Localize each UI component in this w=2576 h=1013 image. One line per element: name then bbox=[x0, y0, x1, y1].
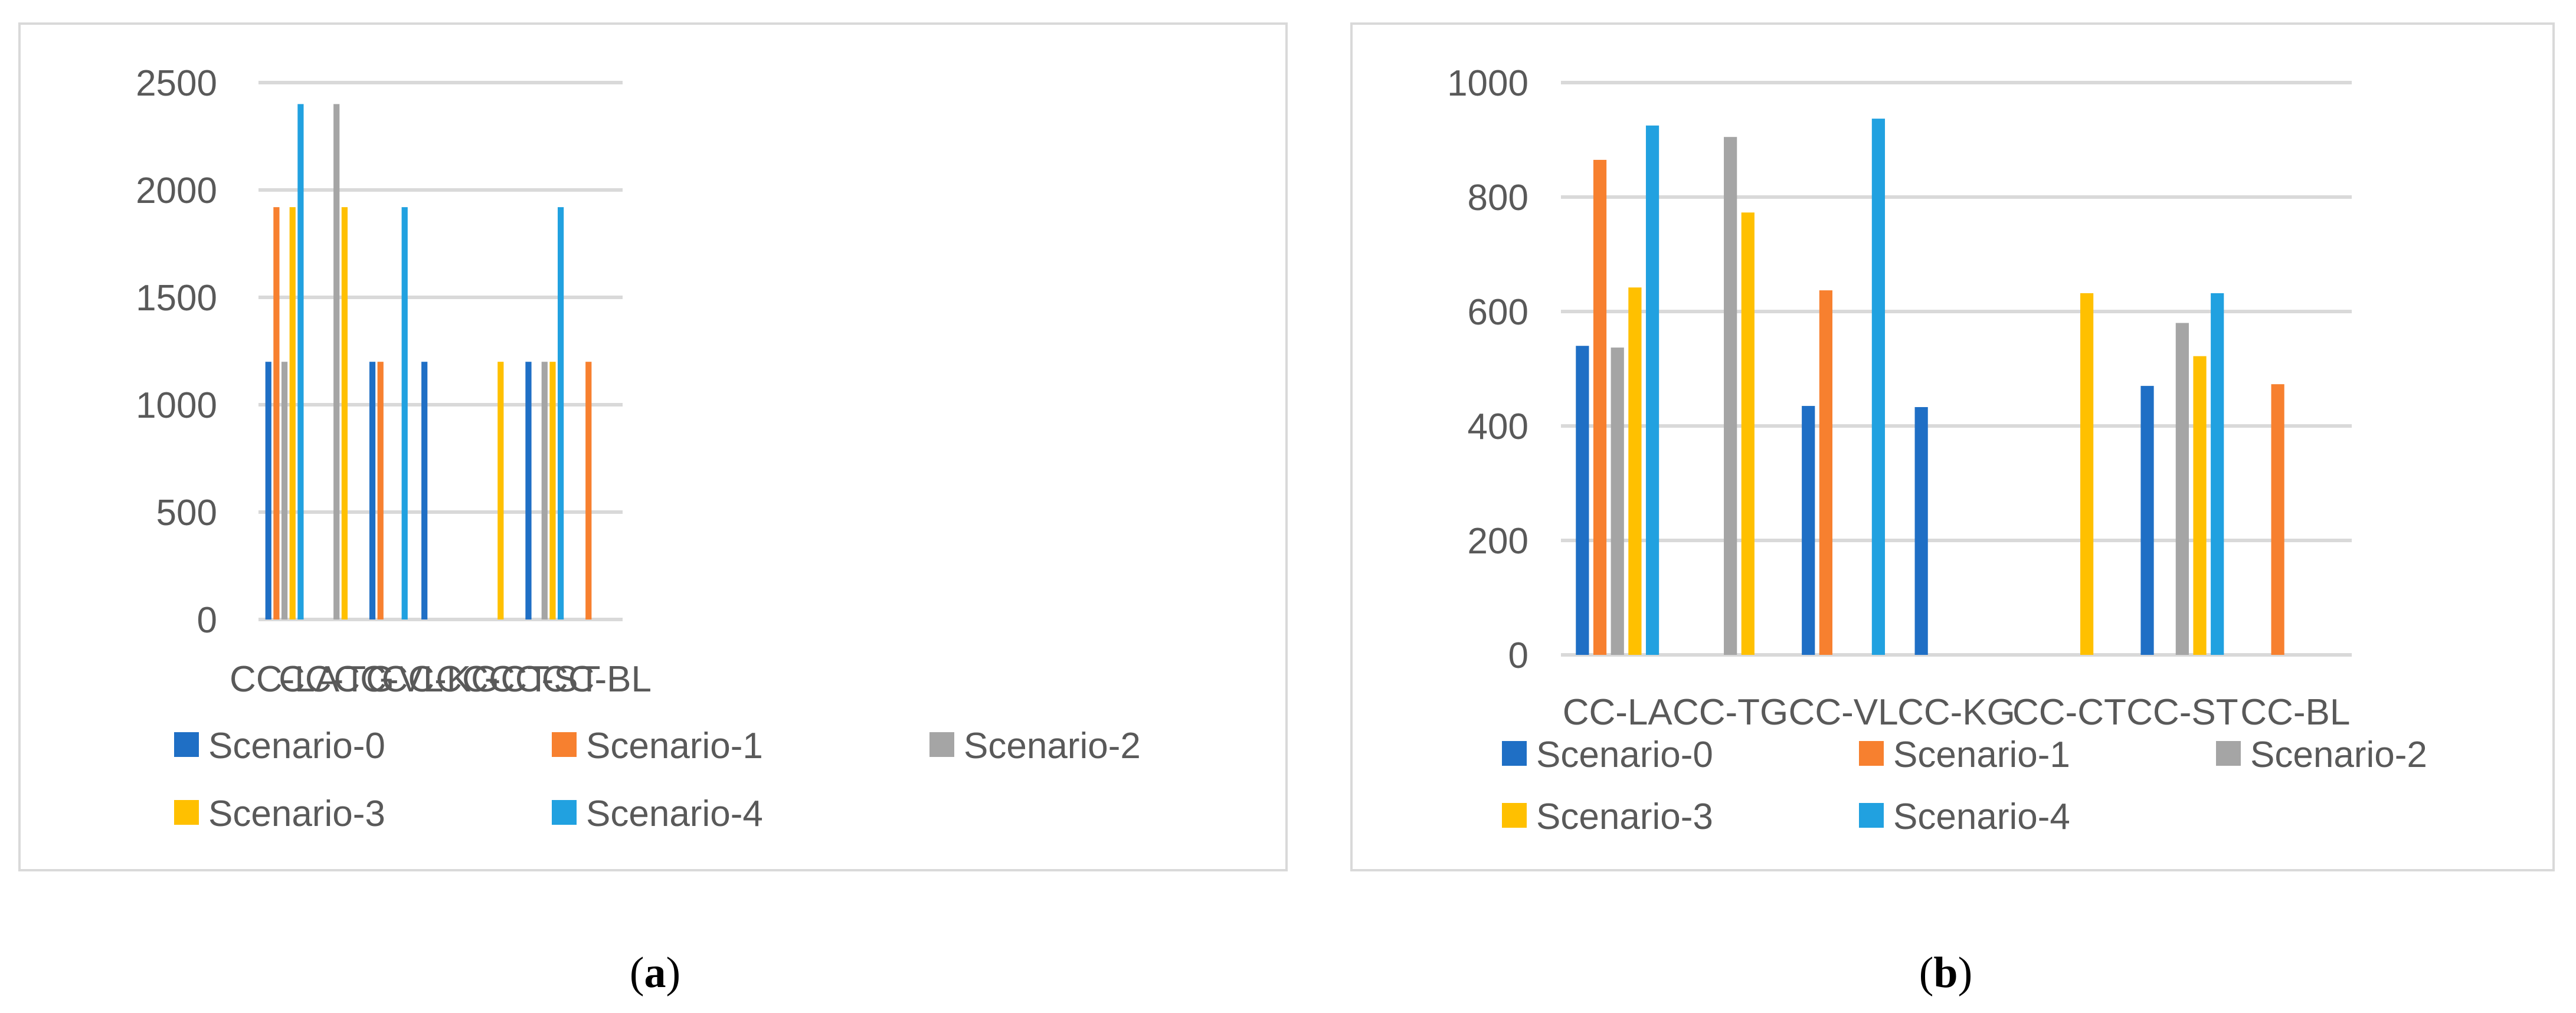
y-tick-label: 600 bbox=[1468, 292, 1528, 333]
bar-scenario-0-cc-la bbox=[265, 362, 271, 619]
bar-scenario-1-cc-bl bbox=[2271, 384, 2284, 655]
legend-swatch-scenario-2 bbox=[929, 732, 954, 757]
legend-swatch-scenario-1 bbox=[1859, 741, 1884, 766]
y-tick-label: 2500 bbox=[136, 63, 217, 104]
y-tick-label: 1000 bbox=[1447, 63, 1528, 104]
legend-label-scenario-3: Scenario-3 bbox=[1536, 796, 1713, 837]
legend-label-scenario-2: Scenario-2 bbox=[964, 726, 1141, 766]
bar-scenario-3-cc-tg bbox=[1741, 212, 1755, 655]
bar-scenario-2-cc-la bbox=[281, 362, 288, 619]
legend-swatch-scenario-4 bbox=[552, 800, 577, 825]
bar-scenario-0-cc-st bbox=[2140, 386, 2154, 655]
x-tick-label: CC-KG bbox=[382, 659, 500, 700]
y-tick-label: 1000 bbox=[136, 385, 217, 426]
bar-scenario-3-cc-ct bbox=[497, 362, 504, 619]
y-tick-label: 2000 bbox=[136, 171, 217, 211]
bar-scenario-4-cc-vl bbox=[401, 207, 408, 619]
caption-b: (b) bbox=[1919, 949, 1972, 997]
y-tick-label: 0 bbox=[197, 600, 217, 641]
y-tick-label: 500 bbox=[156, 493, 217, 533]
chart-frame bbox=[18, 22, 1288, 871]
legend-label-scenario-1: Scenario-1 bbox=[1893, 735, 2070, 775]
bar-scenario-2-cc-tg bbox=[1724, 137, 1737, 655]
bar-scenario-4-cc-la bbox=[1645, 125, 1659, 655]
bar-scenario-1-cc-bl bbox=[585, 362, 592, 619]
bar-scenario-2-cc-la bbox=[1611, 347, 1624, 655]
caption-a: (a) bbox=[630, 949, 680, 997]
y-tick-label: 800 bbox=[1468, 178, 1528, 218]
bar-scenario-4-cc-vl bbox=[1871, 119, 1886, 655]
legend-swatch-scenario-0 bbox=[1502, 741, 1527, 766]
bar-scenario-1-cc-vl bbox=[377, 362, 384, 619]
x-tick-label: CC-CT bbox=[2012, 692, 2126, 733]
caption-b-letter: b bbox=[1933, 949, 1958, 997]
legend-swatch-scenario-4 bbox=[1859, 803, 1884, 828]
legend-label-scenario-0: Scenario-0 bbox=[208, 726, 385, 766]
legend-swatch-scenario-0 bbox=[174, 732, 199, 757]
y-tick-label: 400 bbox=[1468, 406, 1528, 447]
legend-label-scenario-3: Scenario-3 bbox=[208, 794, 385, 834]
x-tick-label: CC-CT bbox=[436, 659, 549, 700]
bar-scenario-3-cc-st bbox=[2193, 356, 2207, 655]
x-tick-label: CC-BL bbox=[2240, 692, 2350, 733]
legend-swatch-scenario-3 bbox=[174, 800, 199, 825]
legend-label-scenario-0: Scenario-0 bbox=[1536, 735, 1713, 775]
bar-scenario-2-cc-st bbox=[541, 362, 548, 619]
bar-scenario-1-cc-la bbox=[1593, 159, 1607, 655]
legend-label-scenario-1: Scenario-1 bbox=[586, 726, 763, 766]
bar-scenario-3-cc-st bbox=[549, 362, 556, 619]
legend-label-scenario-4: Scenario-4 bbox=[586, 794, 763, 834]
bar-scenario-3-cc-tg bbox=[341, 207, 348, 619]
x-tick-label: CC-KG bbox=[1897, 692, 2015, 733]
bar-scenario-0-cc-vl bbox=[369, 362, 376, 619]
bar-scenario-0-cc-la bbox=[1576, 346, 1589, 655]
y-tick-label: 200 bbox=[1468, 521, 1528, 562]
caption-a-letter: a bbox=[644, 949, 666, 997]
bar-scenario-1-cc-vl bbox=[1819, 290, 1833, 655]
bar-scenario-4-cc-st bbox=[557, 207, 564, 619]
chart-a: 0 500 1000 1500 2000 2500 CC-LACC-TGCC-VLCC-KG… bbox=[18, 22, 1288, 871]
x-tick-label: CC-LA bbox=[1563, 692, 1673, 733]
legend-label-scenario-4: Scenario-4 bbox=[1893, 796, 2070, 837]
x-tick-label: CC-VL bbox=[1789, 692, 1899, 733]
bar-scenario-3-cc-la bbox=[289, 207, 296, 619]
caption-b-close: ) bbox=[1958, 949, 1973, 997]
legend: Scenario-0 Scenario-1 Scenario-2 Scenario-3… bbox=[1502, 735, 2427, 837]
legend-swatch-scenario-2 bbox=[2216, 741, 2241, 766]
bar-scenario-0-cc-vl bbox=[1802, 406, 1815, 655]
x-tick-label: CC-ST bbox=[2126, 692, 2238, 733]
legend-label-scenario-2: Scenario-2 bbox=[2250, 735, 2427, 775]
legend-swatch-scenario-1 bbox=[552, 732, 577, 757]
bar-scenario-3-cc-ct bbox=[2080, 293, 2094, 655]
bar-scenario-1-cc-la bbox=[273, 207, 280, 619]
x-tick-label: CC-VL bbox=[333, 659, 443, 700]
caption-a-close: ) bbox=[666, 949, 681, 997]
bar-scenario-2-cc-tg bbox=[333, 104, 340, 619]
caption-b-open: ( bbox=[1919, 949, 1934, 997]
caption-a-open: ( bbox=[630, 949, 644, 997]
bar-scenario-4-cc-la bbox=[297, 104, 304, 619]
x-tick-label: CC-LA bbox=[230, 659, 340, 700]
legend: Scenario-0 Scenario-1 Scenario-2 Scenario-3… bbox=[174, 726, 1141, 834]
bar-scenario-0-cc-st bbox=[525, 362, 532, 619]
x-tick-label: CC-ST bbox=[489, 659, 600, 700]
x-tick-label: CC-BL bbox=[542, 659, 652, 700]
x-tick-label: CC-TG bbox=[1672, 692, 1788, 733]
y-tick-label: 1500 bbox=[136, 278, 217, 319]
y-tick-label: 0 bbox=[1508, 635, 1528, 676]
bar-scenario-0-cc-kg bbox=[421, 362, 428, 619]
chart-frame bbox=[1350, 22, 2555, 871]
x-tick-label: CC-TG bbox=[279, 659, 394, 700]
bar-scenario-3-cc-la bbox=[1628, 287, 1642, 655]
bar-scenario-4-cc-st bbox=[2211, 293, 2224, 655]
legend-swatch-scenario-3 bbox=[1502, 803, 1527, 828]
bar-scenario-2-cc-st bbox=[2175, 323, 2189, 655]
bar-scenario-0-cc-kg bbox=[1914, 406, 1928, 655]
